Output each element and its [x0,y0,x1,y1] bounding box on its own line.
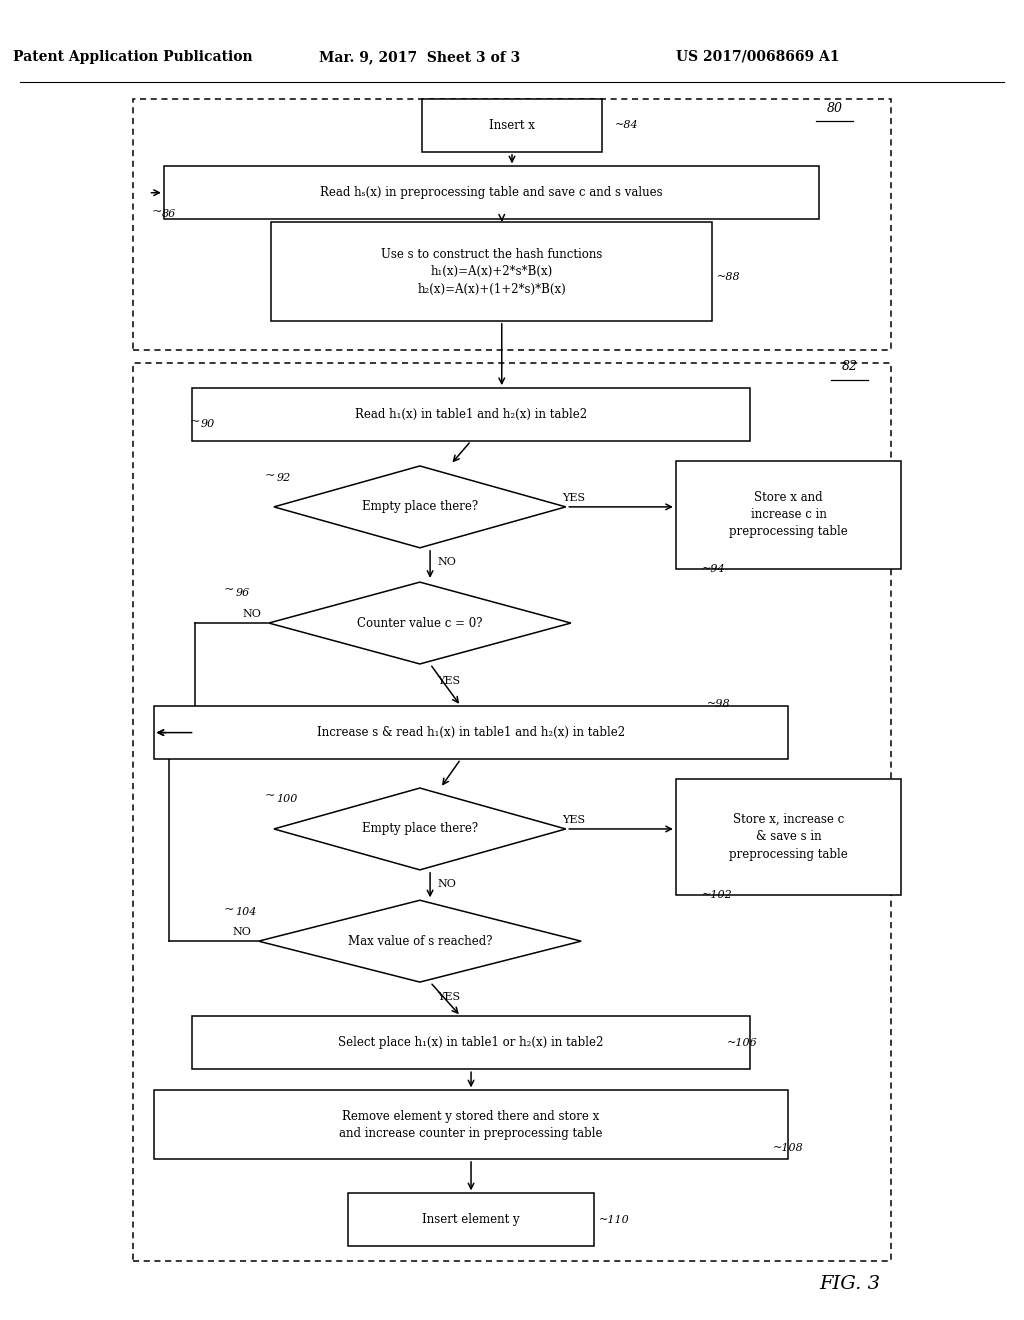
Text: ~84: ~84 [614,120,638,131]
Text: Mar. 9, 2017  Sheet 3 of 3: Mar. 9, 2017 Sheet 3 of 3 [319,50,520,63]
Text: ~: ~ [189,414,200,428]
Text: US 2017/0068669 A1: US 2017/0068669 A1 [676,50,840,63]
Bar [422,99,601,152]
Text: increase c in: increase c in [751,508,826,521]
Bar [676,779,901,895]
Text: ~108: ~108 [773,1143,804,1154]
Text: h₁(x)=A(x)+2*s*B(x): h₁(x)=A(x)+2*s*B(x) [430,265,553,279]
Text: 80: 80 [826,102,843,115]
Text: ~110: ~110 [599,1214,630,1225]
Text: ~98: ~98 [707,698,730,709]
Text: ~: ~ [223,583,233,597]
Text: Read hₛ(x) in preprocessing table and save c and s values: Read hₛ(x) in preprocessing table and sa… [321,186,663,199]
Text: ~94: ~94 [701,564,725,574]
Polygon shape [258,900,582,982]
Text: FIG. 3: FIG. 3 [819,1275,881,1294]
Text: Empty place there?: Empty place there? [361,822,478,836]
Text: Increase s & read h₁(x) in table1 and h₂(x) in table2: Increase s & read h₁(x) in table1 and h₂… [317,726,625,739]
Bar [348,1193,594,1246]
Bar [193,388,750,441]
Polygon shape [273,788,565,870]
Text: 86: 86 [162,209,176,219]
Text: Insert x: Insert x [489,119,535,132]
Text: Read h₁(x) in table1 and h₂(x) in table2: Read h₁(x) in table1 and h₂(x) in table2 [355,408,587,421]
Text: Remove element y stored there and store x: Remove element y stored there and store … [342,1110,600,1122]
Bar [133,363,891,1261]
Text: 104: 104 [236,907,257,917]
Text: NO: NO [437,879,456,890]
Text: Store x, increase c: Store x, increase c [733,813,844,826]
Text: 82: 82 [842,360,858,374]
Text: YES: YES [562,814,585,825]
Bar [676,461,901,569]
Polygon shape [268,582,571,664]
Text: NO: NO [243,609,261,619]
Text: Patent Application Publication: Patent Application Publication [13,50,253,63]
Text: ~106: ~106 [727,1038,758,1048]
Bar [133,99,891,350]
Text: Use s to construct the hash functions: Use s to construct the hash functions [381,248,602,261]
Text: Insert element y: Insert element y [422,1213,520,1226]
Text: NO: NO [437,557,456,568]
Bar [271,223,712,321]
Text: ~: ~ [264,789,274,803]
Text: ~: ~ [264,469,274,482]
Text: 100: 100 [276,793,298,804]
Text: NO: NO [232,927,251,937]
Text: Max value of s reached?: Max value of s reached? [347,935,493,948]
Text: preprocessing table: preprocessing table [729,847,848,861]
Text: Store x and: Store x and [754,491,823,504]
Text: YES: YES [437,991,461,1002]
Text: ~: ~ [152,205,162,218]
Text: & save s in: & save s in [756,830,821,843]
Bar [193,1016,750,1069]
Text: Counter value c = 0?: Counter value c = 0? [357,616,482,630]
Text: YES: YES [562,492,585,503]
Text: preprocessing table: preprocessing table [729,525,848,539]
Text: Empty place there?: Empty place there? [361,500,478,513]
Text: ~88: ~88 [717,272,740,282]
Text: YES: YES [437,676,461,686]
Text: Select place h₁(x) in table1 or h₂(x) in table2: Select place h₁(x) in table1 or h₂(x) in… [338,1036,604,1049]
Text: h₂(x)=A(x)+(1+2*s)*B(x): h₂(x)=A(x)+(1+2*s)*B(x) [417,282,566,296]
Text: ~102: ~102 [701,890,732,900]
Bar [164,166,819,219]
Text: 92: 92 [276,473,291,483]
Text: ~: ~ [223,903,233,916]
Text: 96: 96 [236,587,250,598]
Bar [154,1090,788,1159]
Text: and increase counter in preprocessing table: and increase counter in preprocessing ta… [339,1127,603,1139]
Text: 90: 90 [201,418,215,429]
Bar [154,706,788,759]
Polygon shape [273,466,565,548]
